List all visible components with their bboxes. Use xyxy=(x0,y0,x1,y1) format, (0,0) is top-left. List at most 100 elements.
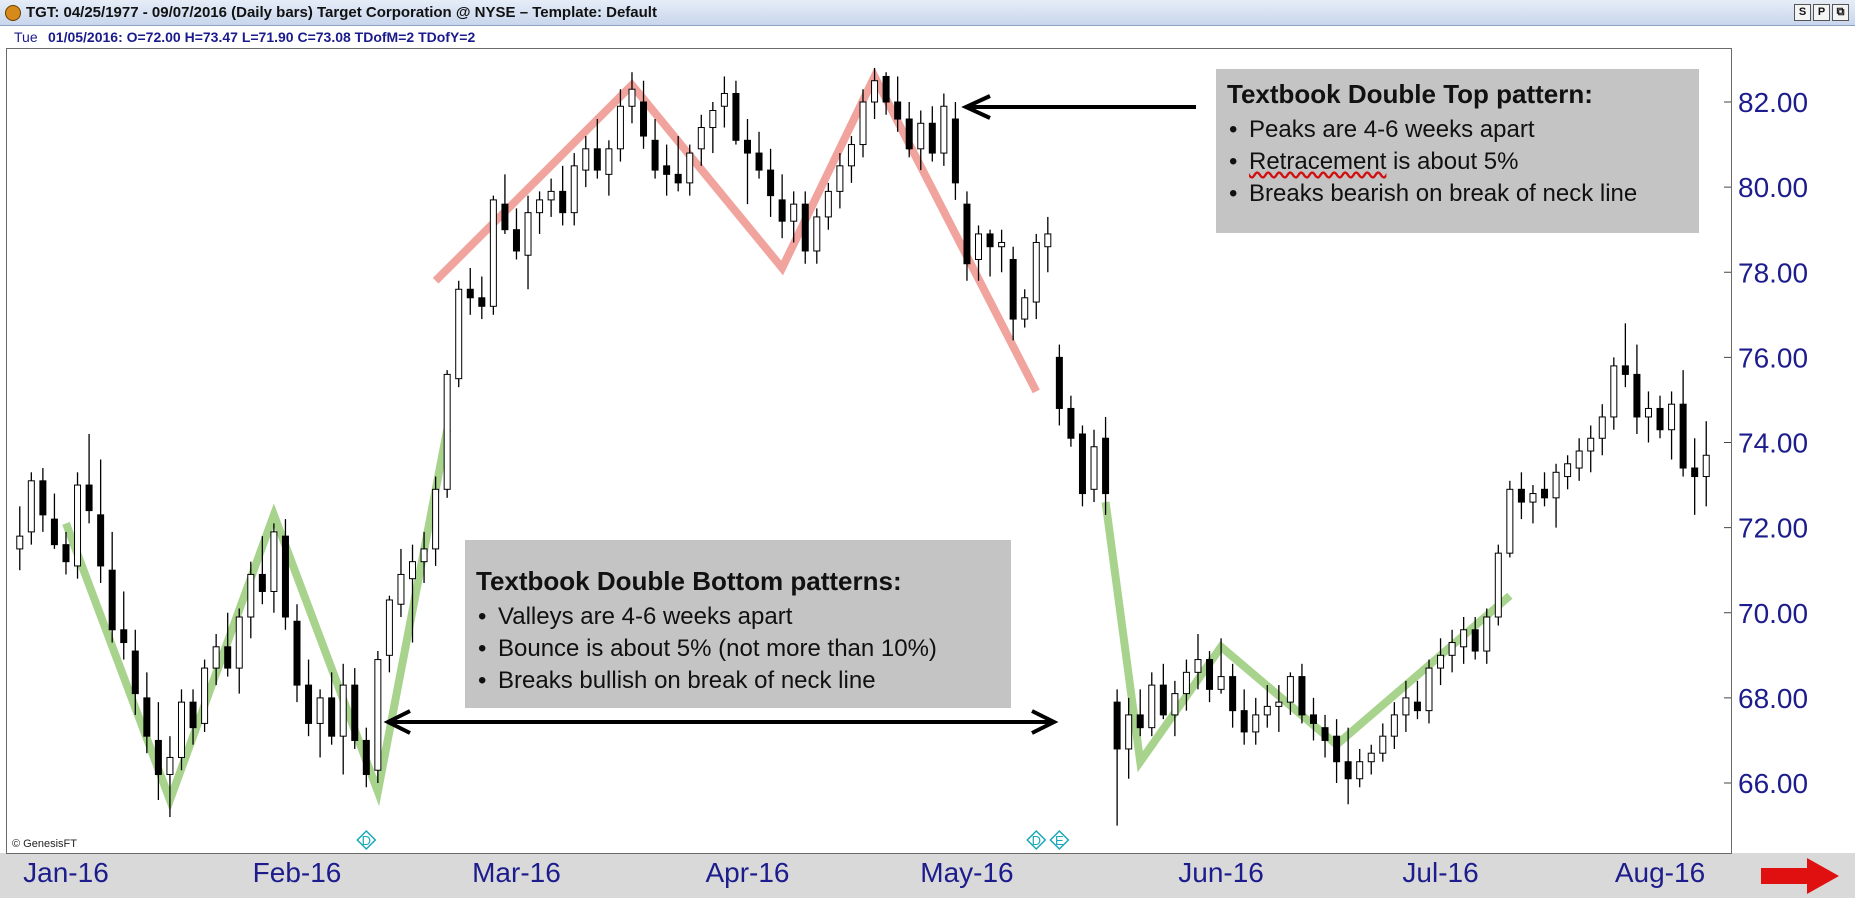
candle-up xyxy=(1702,454,1710,478)
candle-up xyxy=(201,667,209,724)
candle-up xyxy=(1668,403,1676,431)
candle-up xyxy=(432,488,440,550)
candle-up xyxy=(1286,676,1294,703)
x-tick-label: May-16 xyxy=(920,857,1013,888)
candle-down xyxy=(362,739,370,775)
candle-down xyxy=(1333,735,1341,763)
retracement-rest: is about 5% xyxy=(1386,148,1519,175)
candle-down xyxy=(501,203,509,231)
y-tick-label: 80.00 xyxy=(1738,172,1808,203)
double-bottom-bullet: Valleys are 4-6 weeks apart xyxy=(478,601,1001,633)
y-tick-label: 82.00 xyxy=(1738,87,1808,118)
candle-down xyxy=(663,165,671,175)
candle-down xyxy=(466,288,474,299)
candle-up xyxy=(836,165,844,192)
candle-up xyxy=(1644,407,1652,418)
candle-up xyxy=(1575,450,1583,469)
candle-up xyxy=(686,152,694,184)
candle-down xyxy=(593,148,601,171)
candle-up xyxy=(1483,616,1491,652)
candle-up xyxy=(1171,693,1179,716)
candle-up xyxy=(859,101,867,146)
candle-up xyxy=(177,701,185,758)
candle-up xyxy=(1263,705,1271,716)
restore-window-button[interactable]: ⧉ xyxy=(1832,4,1849,21)
window-title: TGT: 04/25/1977 - 09/07/2016 (Daily bars… xyxy=(26,4,657,21)
candle-up xyxy=(1437,654,1445,669)
candle-up xyxy=(1217,676,1225,690)
candle-down xyxy=(1679,403,1687,469)
candle-up xyxy=(1587,437,1595,452)
candle-down xyxy=(651,139,659,171)
candle-up xyxy=(813,216,821,252)
candle-down xyxy=(1240,710,1248,733)
candle-up xyxy=(975,233,983,260)
candle-down xyxy=(1656,407,1664,431)
candle-down xyxy=(986,233,994,248)
candle-up xyxy=(1021,297,1029,320)
candle-down xyxy=(767,169,775,197)
x-tick-label: Jul-16 xyxy=(1402,857,1478,888)
candle-up xyxy=(697,127,705,150)
app-logo-icon xyxy=(5,5,21,21)
candle-up xyxy=(374,659,382,771)
candle-up xyxy=(1448,642,1456,656)
scroll-right-arrow-icon[interactable] xyxy=(1759,856,1841,896)
candle-up xyxy=(247,573,255,618)
candle-up xyxy=(917,122,925,150)
double-top-bullet: Breaks bearish on break of neck line xyxy=(1229,178,1689,210)
candle-down xyxy=(1159,684,1167,716)
candle-up xyxy=(409,561,417,580)
candle-down xyxy=(62,544,70,563)
x-tick-label: Feb-16 xyxy=(253,857,342,888)
candle-down xyxy=(1067,407,1075,439)
candle-up xyxy=(74,484,82,567)
candle-down xyxy=(1078,433,1086,495)
candle-down xyxy=(1321,727,1329,741)
settings-s-button[interactable]: S xyxy=(1794,4,1811,21)
candle-up xyxy=(1610,365,1618,418)
event-marker-icon xyxy=(356,829,377,851)
candle-up xyxy=(1032,241,1040,303)
candle-up xyxy=(420,548,428,563)
double-bottom-annotation: Textbook Double Bottom patterns: Valleys… xyxy=(465,540,1011,708)
y-tick-label: 66.00 xyxy=(1738,768,1808,799)
candle-up xyxy=(998,241,1006,248)
event-marker-icon xyxy=(1026,829,1047,851)
double-bottom-bullet: Bounce is about 5% (not more than 10%) xyxy=(478,633,1001,665)
event-marker-label: D xyxy=(362,833,371,848)
candle-up xyxy=(547,190,555,201)
candle-down xyxy=(120,629,128,644)
candle-down xyxy=(1517,488,1525,503)
candle-up xyxy=(605,148,613,175)
y-tick-label: 72.00 xyxy=(1738,513,1808,544)
candle-up xyxy=(455,288,463,380)
candle-up xyxy=(1356,761,1364,780)
candle-up xyxy=(720,92,728,107)
candle-up xyxy=(316,697,324,724)
candle-down xyxy=(743,139,751,154)
candle-up xyxy=(1552,471,1560,499)
candle-down xyxy=(1309,714,1317,724)
candle-up xyxy=(871,80,879,103)
print-p-button[interactable]: P xyxy=(1813,4,1830,21)
y-tick-label: 74.00 xyxy=(1738,428,1808,459)
window-titlebar: TGT: 04/25/1977 - 09/07/2016 (Daily bars… xyxy=(0,0,1855,26)
candle-up xyxy=(1494,552,1502,618)
x-tick-label: Jun-16 xyxy=(1178,857,1264,888)
candle-down xyxy=(951,118,959,184)
candle-down xyxy=(1413,701,1421,712)
candle-down xyxy=(1206,659,1214,690)
x-tick-label: Mar-16 xyxy=(472,857,561,888)
candle-down xyxy=(559,190,567,214)
double-top-annotation: Textbook Double Top pattern: Peaks are 4… xyxy=(1216,69,1699,233)
double-bottom-heading: Textbook Double Bottom patterns: xyxy=(476,566,902,596)
candle-down xyxy=(478,297,486,307)
candle-down xyxy=(1136,714,1144,729)
candle-up xyxy=(385,599,393,656)
ohlc-info-bar: Tue 01/05/2016: O=72.00 H=73.47 L=71.90 … xyxy=(0,26,1855,48)
candle-up xyxy=(166,756,174,775)
candle-up xyxy=(1090,446,1098,490)
candle-up xyxy=(397,573,405,605)
